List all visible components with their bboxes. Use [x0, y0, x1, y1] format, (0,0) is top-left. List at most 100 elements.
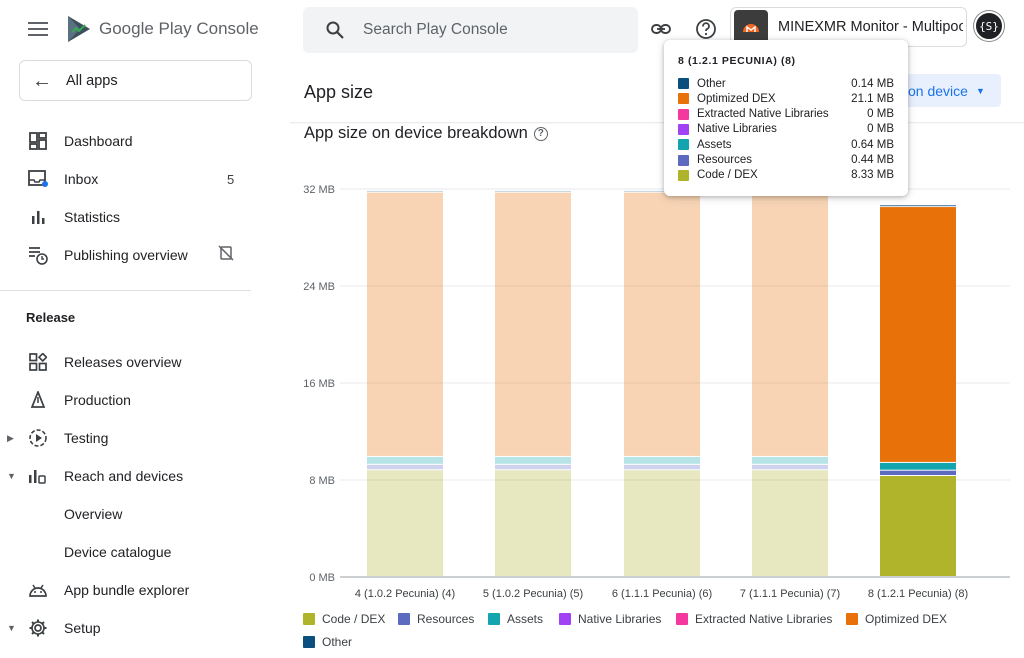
sidebar-item-publishing-overview[interactable]: Publishing overview	[0, 236, 290, 274]
tooltip-title: 8 (1.2.1 PECUNIA) (8)	[678, 55, 796, 67]
tooltip-swatch	[678, 93, 689, 105]
legend-label: Code / DEX	[322, 612, 386, 626]
legend-item[interactable]: Optimized DEX	[846, 612, 947, 626]
legend-label: Resources	[417, 612, 475, 626]
legend-item[interactable]: Native Libraries	[559, 612, 661, 626]
avatar[interactable]: {S}	[974, 11, 1004, 41]
sidebar-item-label: Statistics	[64, 209, 121, 225]
legend-item[interactable]: Resources	[398, 612, 474, 626]
legend-swatch	[846, 613, 858, 625]
legend-item[interactable]: Extracted Native Libraries	[676, 612, 832, 626]
legend-label: Other	[322, 635, 353, 649]
tooltip-row: Code / DEX 8.33 MB	[678, 168, 894, 183]
play-console-logo[interactable]	[66, 14, 92, 44]
metric-dropdown[interactable]: on device ▼	[900, 74, 1001, 107]
sidebar-item-releases-overview[interactable]: Releases overview	[0, 343, 290, 381]
sidebar-item-app-bundle-explorer[interactable]: App bundle explorer	[0, 571, 290, 609]
sidebar-item-dashboard[interactable]: Dashboard	[0, 122, 290, 160]
sidebar-item-label: Reach and devices	[64, 468, 184, 484]
legend-swatch	[488, 613, 500, 625]
inbox-count-badge: 5	[227, 171, 235, 187]
bar-segment	[752, 456, 828, 464]
sidebar-item-label: Testing	[64, 430, 109, 446]
sidebar-item-setup[interactable]: ▼ Setup	[0, 609, 290, 647]
sidebar-item-reach-and-devices[interactable]: ▼ Reach and devices	[0, 457, 290, 495]
bar-segment	[624, 456, 700, 464]
sidebar-item-testing[interactable]: ▶ Testing	[0, 419, 290, 457]
sidebar-item-inbox[interactable]: Inbox 5	[0, 160, 290, 198]
tooltip-row-label: Assets	[697, 138, 732, 151]
tooltip-row: Resources 0.44 MB	[678, 153, 894, 168]
publishing-clock-icon	[28, 245, 48, 265]
bar-segment	[880, 475, 956, 576]
sidebar-item-device-catalogue[interactable]: Device catalogue	[0, 533, 290, 571]
tooltip-row: Extracted Native Libraries 0 MB	[678, 107, 894, 122]
bar-segment	[752, 192, 828, 456]
legend-item[interactable]: Assets	[488, 612, 543, 626]
x-tick-label: 4 (1.0.2 Pecunia) (4)	[355, 588, 455, 600]
y-tick-label: 24 MB	[303, 281, 335, 293]
tooltip-row: Assets 0.64 MB	[678, 137, 894, 152]
tooltip-row-value: 8.33 MB	[851, 169, 894, 182]
help-circle-icon[interactable]: ?	[533, 126, 548, 141]
gear-icon	[28, 618, 48, 638]
sidebar-item-label: Setup	[64, 620, 101, 636]
legend-item[interactable]: Code / DEX	[303, 612, 385, 626]
x-tick-label: 6 (1.1.1 Pecunia) (6)	[612, 588, 712, 600]
x-tick-label: 8 (1.2.1 Pecunia) (8)	[868, 588, 968, 600]
tooltip-swatch	[678, 139, 689, 151]
legend-swatch	[676, 613, 688, 625]
y-tick-label: 0 MB	[309, 572, 335, 584]
bar-segment	[880, 207, 956, 462]
sidebar-divider	[0, 290, 251, 291]
metric-dropdown-label: on device	[908, 82, 968, 99]
sidebar-item-overview[interactable]: Overview	[0, 495, 290, 533]
sidebar-item-production[interactable]: Production	[0, 381, 290, 419]
app-thumbnail-icon	[734, 10, 768, 44]
sidebar-item-statistics[interactable]: Statistics	[0, 198, 290, 236]
tooltip-row-value: 0.14 MB	[851, 77, 894, 90]
legend-item[interactable]: Other	[303, 635, 352, 649]
search-bar[interactable]	[303, 7, 638, 53]
tooltip-row-value: 0.64 MB	[851, 138, 894, 151]
reach-devices-icon	[28, 466, 48, 486]
expand-caret-icon[interactable]: ▶	[7, 432, 14, 443]
app-size-chart: 0 MB 8 MB 16 MB 24 MB 32 MB 4 (1.0.2 Pecunia)…	[303, 184, 1010, 600]
bar-segment	[367, 190, 443, 192]
sidebar-item-label: Device catalogue	[64, 544, 172, 560]
collapse-caret-icon[interactable]: ▼	[7, 623, 16, 633]
tooltip-row-value: 0 MB	[867, 123, 894, 136]
android-bundle-icon	[28, 580, 48, 600]
bar-segment	[624, 190, 700, 192]
legend-label: Native Libraries	[578, 612, 662, 626]
bar-segment	[752, 464, 828, 470]
inbox-icon	[28, 169, 48, 189]
tooltip-row: Native Libraries 0 MB	[678, 122, 894, 137]
bar-segment	[367, 456, 443, 464]
sidebar-item-label: App bundle explorer	[64, 582, 190, 598]
bar-segment	[880, 470, 956, 475]
y-tick-label: 8 MB	[309, 475, 335, 487]
header-divider	[290, 122, 1024, 124]
tooltip-row-label: Extracted Native Libraries	[697, 108, 829, 121]
tooltip-row-label: Other	[697, 77, 726, 90]
tooltip-swatch	[678, 169, 689, 181]
link-icon[interactable]	[650, 18, 672, 40]
y-tick-label: 16 MB	[303, 378, 335, 390]
search-input[interactable]	[363, 21, 623, 39]
collapse-caret-icon[interactable]: ▼	[7, 471, 16, 481]
managed-publishing-off-icon	[218, 244, 234, 266]
all-apps-button[interactable]: ← All apps	[19, 60, 252, 101]
bar-chart-icon	[28, 207, 48, 227]
sidebar-item-label: Production	[64, 392, 131, 408]
bar-segment	[495, 470, 571, 576]
search-icon	[326, 21, 344, 39]
tooltip-row-value: 21.1 MB	[851, 92, 894, 105]
legend-swatch	[303, 613, 315, 625]
bar-segment	[367, 470, 443, 576]
help-icon[interactable]	[695, 18, 717, 40]
dropdown-arrow-icon: ▼	[975, 85, 985, 96]
tooltip-swatch	[678, 78, 689, 89]
chart-title-text: App size on device breakdown	[304, 124, 528, 142]
menu-icon[interactable]	[28, 22, 48, 36]
